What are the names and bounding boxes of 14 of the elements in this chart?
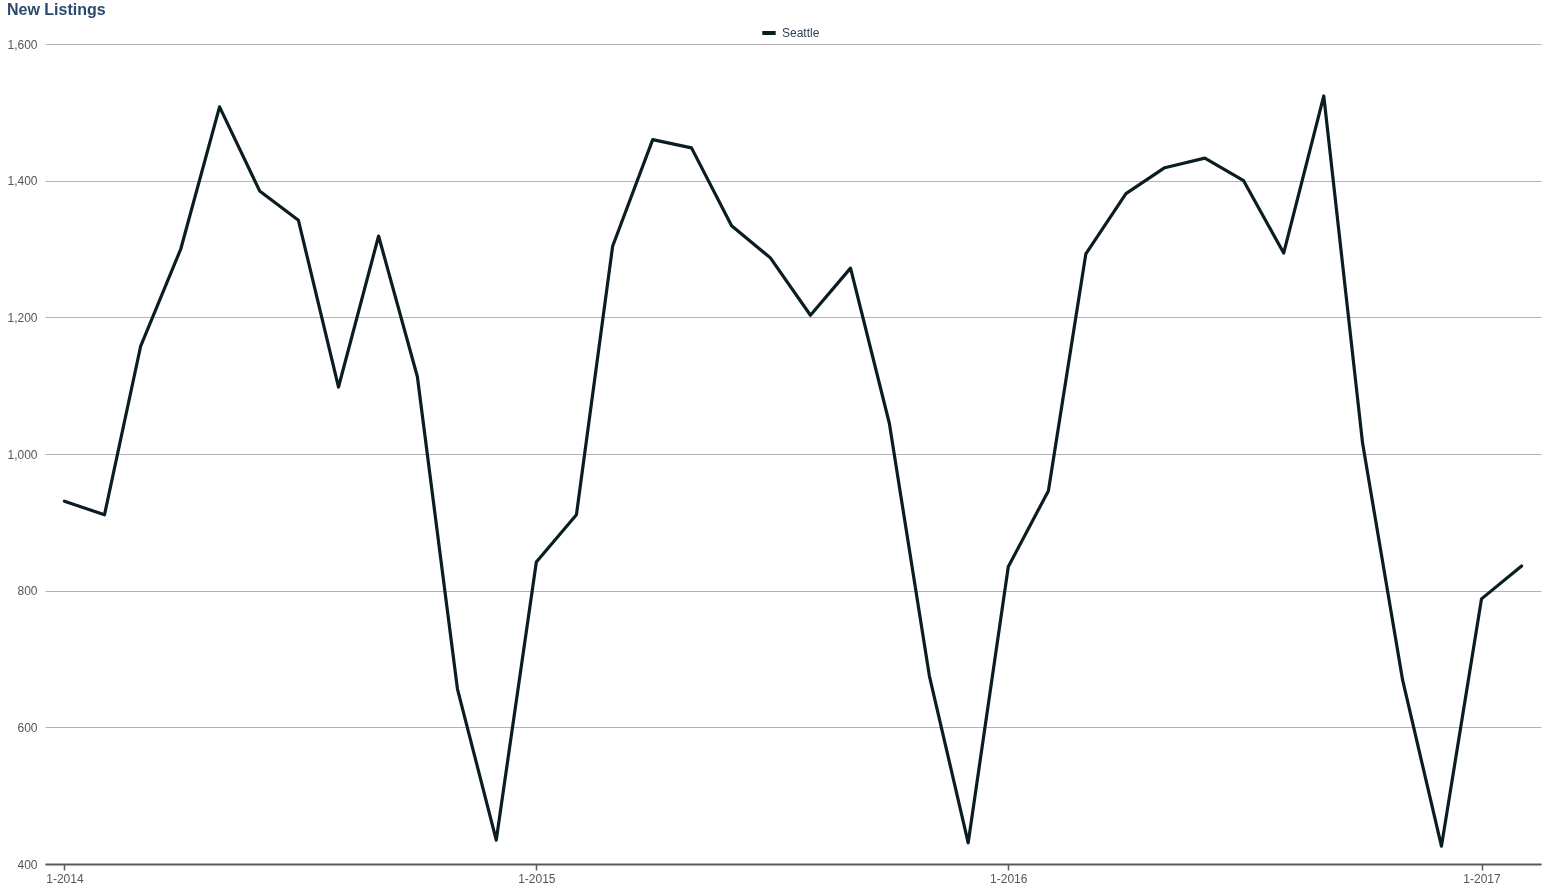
legend-label: Seattle [782,26,820,40]
y-tick-label: 600 [17,720,38,735]
y-tick-label: 1,400 [7,174,38,189]
y-tick-label: 1,600 [7,37,38,52]
y-tick-label: 1,200 [7,310,38,325]
x-tick-label: 1-2015 [518,871,556,886]
y-tick-label: 1,000 [7,447,38,462]
x-tick-label: 1-2014 [46,871,84,886]
x-tick-label: 1-2017 [1463,871,1502,886]
y-tick-label: 400 [17,857,38,872]
line-series [62,94,1524,848]
x-tick-label: 1-2016 [990,871,1028,886]
chart-title: New Listings [6,1,106,18]
y-tick-label: 800 [17,584,38,599]
